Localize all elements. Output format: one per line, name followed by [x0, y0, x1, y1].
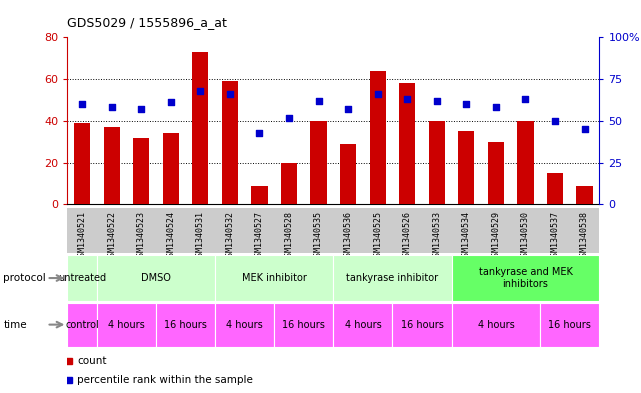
Text: GSM1340535: GSM1340535 [314, 211, 323, 261]
Text: GSM1340538: GSM1340538 [580, 211, 589, 261]
Bar [192, 52, 208, 204]
Text: GSM1340525: GSM1340525 [373, 211, 382, 261]
Bar [215, 255, 333, 301]
Text: 4 hours: 4 hours [226, 320, 263, 330]
Bar [540, 303, 599, 347]
Bar [251, 185, 267, 204]
Point [313, 97, 324, 104]
Bar [429, 121, 445, 204]
Bar [67, 255, 97, 301]
Bar [333, 255, 451, 301]
Point [284, 114, 294, 121]
Point [372, 91, 383, 97]
Bar [488, 142, 504, 204]
Text: untreated: untreated [58, 273, 106, 283]
Bar [274, 303, 333, 347]
Bar [74, 123, 90, 204]
Text: GSM1340532: GSM1340532 [226, 211, 235, 261]
Bar [67, 303, 97, 347]
Bar [458, 131, 474, 204]
Point [579, 126, 590, 132]
Bar [340, 144, 356, 204]
Text: GSM1340531: GSM1340531 [196, 211, 205, 261]
Bar [547, 173, 563, 204]
Text: GSM1340529: GSM1340529 [492, 211, 501, 261]
Text: 4 hours: 4 hours [478, 320, 514, 330]
Bar [392, 303, 451, 347]
Point [77, 101, 87, 107]
Bar [97, 255, 215, 301]
Text: time: time [3, 320, 27, 330]
Point [431, 97, 442, 104]
Text: 16 hours: 16 hours [548, 320, 591, 330]
Text: GSM1340526: GSM1340526 [403, 211, 412, 261]
Point [136, 106, 146, 112]
Text: GSM1340523: GSM1340523 [137, 211, 146, 261]
Text: GSM1340528: GSM1340528 [285, 211, 294, 261]
Bar [163, 133, 179, 204]
Text: 4 hours: 4 hours [344, 320, 381, 330]
Bar [451, 303, 540, 347]
Text: MEK inhibitor: MEK inhibitor [242, 273, 306, 283]
Text: GSM1340530: GSM1340530 [521, 211, 530, 261]
Text: GSM1340537: GSM1340537 [551, 211, 560, 261]
Bar [576, 185, 593, 204]
Point [106, 104, 117, 111]
Bar [451, 255, 599, 301]
Point [165, 99, 176, 106]
Point [462, 101, 472, 107]
Text: 16 hours: 16 hours [401, 320, 444, 330]
Text: 16 hours: 16 hours [164, 320, 207, 330]
Text: GSM1340521: GSM1340521 [78, 211, 87, 261]
Text: GSM1340522: GSM1340522 [107, 211, 116, 261]
Text: GSM1340527: GSM1340527 [255, 211, 264, 261]
Text: 16 hours: 16 hours [282, 320, 325, 330]
Text: DMSO: DMSO [141, 273, 171, 283]
Bar [517, 121, 533, 204]
Bar [281, 163, 297, 204]
Bar [310, 121, 327, 204]
Text: tankyrase and MEK
inhibitors: tankyrase and MEK inhibitors [478, 267, 572, 289]
Text: count: count [77, 356, 106, 366]
Bar [156, 303, 215, 347]
Bar [399, 83, 415, 204]
Point [196, 88, 206, 94]
Text: control: control [65, 320, 99, 330]
Point [491, 104, 501, 111]
Text: 4 hours: 4 hours [108, 320, 145, 330]
Bar [103, 127, 120, 204]
Bar [133, 138, 149, 204]
Text: percentile rank within the sample: percentile rank within the sample [77, 375, 253, 386]
Bar [97, 303, 156, 347]
Bar [222, 81, 238, 204]
Point [520, 96, 531, 102]
Text: GSM1340536: GSM1340536 [344, 211, 353, 261]
Bar [215, 303, 274, 347]
Text: protocol: protocol [3, 273, 46, 283]
Text: GSM1340534: GSM1340534 [462, 211, 471, 261]
Point [254, 129, 265, 136]
Point [225, 91, 235, 97]
Bar [333, 303, 392, 347]
Point [402, 96, 412, 102]
Text: tankyrase inhibitor: tankyrase inhibitor [346, 273, 438, 283]
Bar [369, 71, 386, 204]
Text: GDS5029 / 1555896_a_at: GDS5029 / 1555896_a_at [67, 16, 227, 29]
Point [343, 106, 353, 112]
Text: GSM1340524: GSM1340524 [166, 211, 175, 261]
Point [550, 118, 560, 124]
Text: GSM1340533: GSM1340533 [432, 211, 441, 261]
